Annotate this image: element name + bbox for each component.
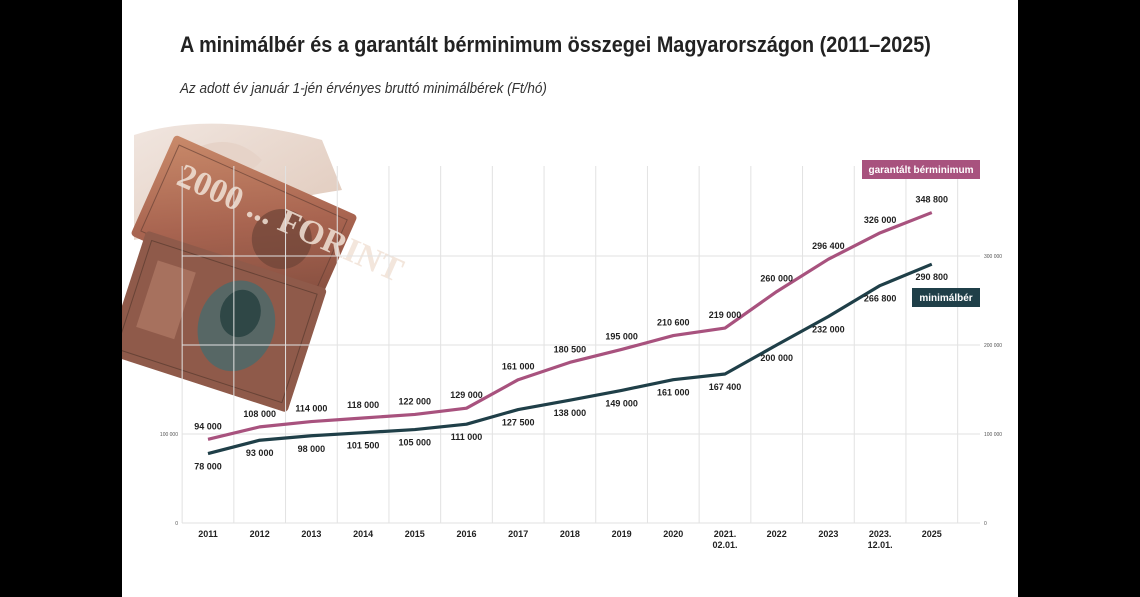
x-tick-label: 2015 bbox=[405, 529, 425, 539]
data-label: 93 000 bbox=[246, 448, 274, 458]
data-label: 149 000 bbox=[605, 398, 638, 408]
data-label: 138 000 bbox=[554, 408, 587, 418]
x-tick-label: 2016 bbox=[456, 529, 476, 539]
x-tick-label: 2017 bbox=[508, 529, 528, 539]
x-tick-label: 02.01. bbox=[712, 540, 737, 550]
data-label: 348 800 bbox=[916, 195, 949, 205]
data-label: 114 000 bbox=[295, 404, 327, 414]
data-label: 232 000 bbox=[812, 325, 845, 335]
x-tick-label: 2020 bbox=[663, 529, 683, 539]
data-label: 167 400 bbox=[709, 382, 742, 392]
x-tick-label: 2013 bbox=[301, 529, 321, 539]
x-tick-label: 2012 bbox=[250, 529, 270, 539]
x-tick-label: 12.01. bbox=[868, 540, 893, 550]
x-tick-label: 2021. bbox=[714, 529, 737, 539]
data-label: 266 800 bbox=[864, 294, 897, 304]
data-label: 200 000 bbox=[760, 353, 793, 363]
legend: garantált bérminimum minimálbér bbox=[862, 160, 980, 307]
chart-subtitle: Az adott év január 1-jén érvényes bruttó… bbox=[180, 80, 547, 97]
legend-swatch bbox=[862, 160, 980, 179]
data-label: 326 000 bbox=[864, 215, 897, 225]
chart-title: A minimálbér és a garantált bérminimum ö… bbox=[180, 32, 931, 57]
data-labels: 94 000 108 000 114 000 118 000 122 000 129 00… bbox=[194, 195, 948, 472]
x-tick-label: 2011 bbox=[198, 529, 218, 539]
x-tick-label: 2023 bbox=[818, 529, 838, 539]
data-label: 122 000 bbox=[399, 396, 432, 406]
legend-swatch bbox=[912, 288, 980, 307]
data-label: 161 000 bbox=[657, 388, 690, 398]
y-tick-label-left: 0 bbox=[175, 521, 178, 527]
data-label: 111 000 bbox=[451, 432, 483, 442]
series-lines bbox=[207, 211, 933, 456]
data-label: 98 000 bbox=[298, 444, 326, 454]
x-tick-label: 2014 bbox=[353, 529, 373, 539]
legend-label: garantált bérminimum bbox=[868, 165, 973, 176]
data-label: 127 500 bbox=[502, 418, 535, 428]
y-tick-label-right: 200 000 bbox=[984, 343, 1002, 349]
chart-canvas: A minimálbér és a garantált bérminimum ö… bbox=[122, 0, 1018, 597]
x-tick-label: 2018 bbox=[560, 529, 580, 539]
data-label: 108 000 bbox=[243, 409, 276, 419]
legend-item-minimalber: minimálbér bbox=[912, 288, 980, 307]
x-tick-label: 2025 bbox=[922, 529, 942, 539]
y-tick-label-right: 300 000 bbox=[984, 254, 1002, 260]
legend-label: minimálbér bbox=[919, 293, 972, 304]
data-label: 180 500 bbox=[554, 344, 587, 354]
data-label: 290 800 bbox=[916, 272, 949, 282]
y-axis-right: 0 100 000 200 000 300 000 bbox=[984, 254, 1002, 527]
y-tick-label-left: 100 000 bbox=[160, 432, 178, 438]
data-label: 78 000 bbox=[194, 462, 222, 472]
data-label: 219 000 bbox=[709, 310, 742, 320]
x-tick-label: 2019 bbox=[612, 529, 632, 539]
x-axis: 2011 2012 2013 2014 2015 2016 2017 2018 2019 2020… bbox=[198, 529, 942, 550]
y-tick-label-right: 100 000 bbox=[984, 432, 1002, 438]
data-label: 260 000 bbox=[760, 274, 793, 284]
y-axis-left: 0 100 000 bbox=[160, 432, 178, 527]
legend-item-garantalt: garantált bérminimum bbox=[862, 160, 980, 179]
data-label: 296 400 bbox=[812, 241, 845, 251]
x-tick-label: 2023. bbox=[869, 529, 892, 539]
data-label: 161 000 bbox=[502, 362, 535, 372]
data-label: 195 000 bbox=[605, 331, 638, 341]
data-label: 118 000 bbox=[347, 400, 379, 410]
data-label: 129 000 bbox=[450, 390, 483, 400]
data-label: 101 500 bbox=[347, 441, 380, 451]
data-label: 94 000 bbox=[194, 421, 222, 431]
gridlines bbox=[181, 166, 980, 524]
data-label: 210 600 bbox=[657, 318, 690, 328]
y-tick-label-right: 0 bbox=[984, 521, 987, 527]
x-tick-label: 2022 bbox=[767, 529, 787, 539]
data-label: 105 000 bbox=[399, 438, 432, 448]
